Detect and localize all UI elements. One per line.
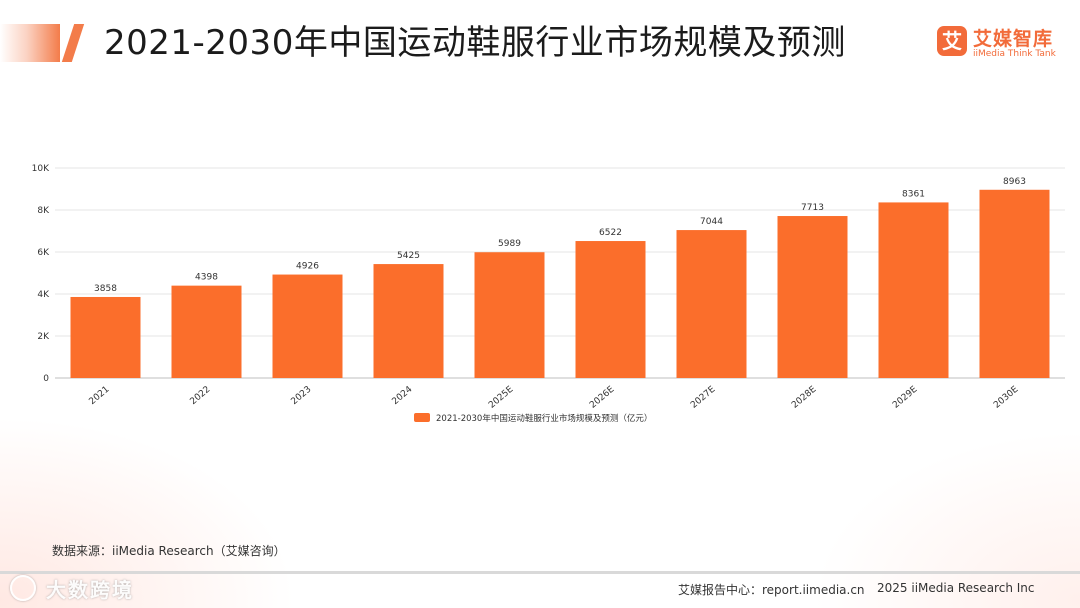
data-label: 4398 bbox=[195, 273, 218, 283]
y-tick-label: 8K bbox=[37, 206, 50, 216]
data-source: 数据来源：iiMedia Research（艾媒咨询） bbox=[52, 544, 286, 558]
legend-label: 2021-2030年中国运动鞋服行业市场规模及预测（亿元） bbox=[436, 413, 652, 424]
watermark-icon bbox=[10, 575, 36, 601]
bar bbox=[373, 264, 444, 378]
data-label: 3858 bbox=[94, 284, 117, 294]
watermark-text: 大数跨境 bbox=[46, 578, 134, 602]
logo-tagline: iiMedia Think Tank bbox=[973, 49, 1056, 59]
bar bbox=[979, 189, 1050, 378]
x-tick-label: 2024 bbox=[390, 384, 414, 407]
x-tick-label: 2030E bbox=[992, 384, 1021, 410]
x-tick-label: 2026E bbox=[588, 384, 617, 410]
bar bbox=[474, 252, 545, 378]
data-label: 6522 bbox=[599, 228, 622, 238]
x-tick-label: 2021 bbox=[87, 385, 111, 407]
footer-divider bbox=[0, 571, 1080, 574]
logo-mark-icon: 艾 bbox=[937, 26, 967, 56]
title-accent-bar bbox=[0, 24, 60, 62]
bar bbox=[575, 241, 646, 378]
legend-swatch bbox=[414, 413, 430, 422]
x-tick-label: 2025E bbox=[487, 384, 516, 410]
x-tick-label: 2023 bbox=[289, 385, 313, 407]
report-center-link[interactable]: 艾媒报告中心：report.iimedia.cn bbox=[678, 583, 865, 597]
bar bbox=[70, 296, 141, 378]
x-tick-label: 2029E bbox=[891, 384, 920, 410]
data-label: 8963 bbox=[1003, 177, 1026, 187]
data-label: 8361 bbox=[902, 189, 925, 199]
brand-logo: 艾 艾媒智库 iiMedia Think Tank bbox=[937, 24, 1067, 64]
data-label: 5989 bbox=[498, 239, 521, 249]
bar-chart: 0 2K 4K 6K 8K 10K 3858 2021 4398 2022 4926 2023 5425… bbox=[32, 164, 1065, 424]
bar bbox=[272, 274, 343, 378]
y-tick-label: 2K bbox=[37, 332, 50, 342]
page-title: 2021-2030年中国运动鞋服行业市场规模及预测 bbox=[104, 23, 846, 63]
watermark: 大数跨境 bbox=[6, 571, 156, 605]
data-label: 5425 bbox=[397, 251, 420, 261]
bar bbox=[777, 216, 848, 378]
x-tick-label: 2027E bbox=[689, 384, 718, 410]
data-label: 7044 bbox=[700, 217, 723, 227]
bar bbox=[171, 285, 242, 378]
bar bbox=[676, 230, 747, 378]
y-tick-label: 6K bbox=[37, 248, 50, 258]
y-tick-label: 4K bbox=[37, 290, 50, 300]
y-tick-label: 0 bbox=[43, 374, 49, 384]
bar bbox=[878, 202, 949, 378]
copyright: 2025 iiMedia Research Inc bbox=[877, 581, 1035, 595]
data-label: 4926 bbox=[296, 262, 319, 272]
x-tick-label: 2022 bbox=[188, 385, 212, 407]
data-label: 7713 bbox=[801, 203, 824, 213]
logo-name: 艾媒智库 bbox=[973, 28, 1054, 50]
y-tick-label: 10K bbox=[32, 164, 50, 174]
x-tick-label: 2028E bbox=[790, 384, 819, 410]
